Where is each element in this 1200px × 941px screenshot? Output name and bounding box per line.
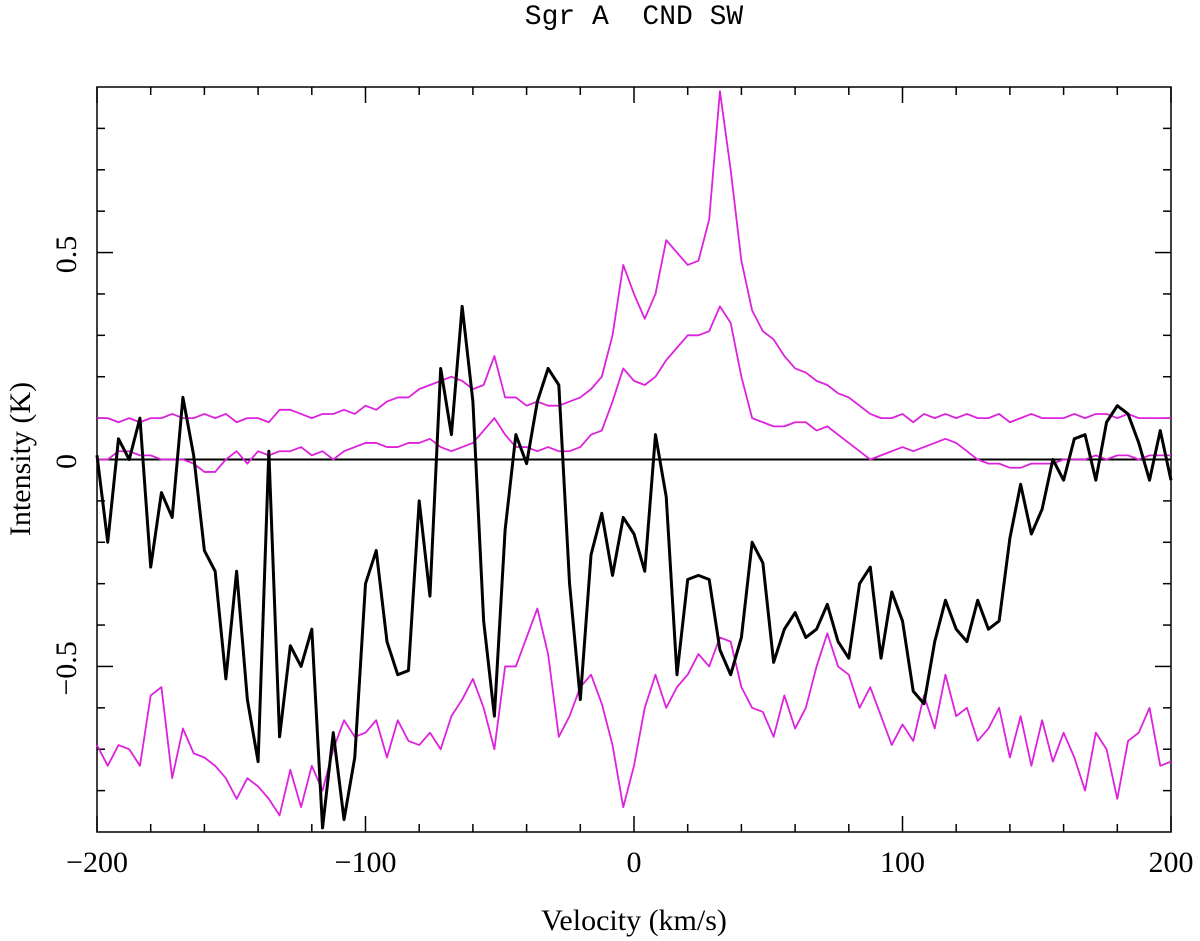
- x-tick-label: 200: [1149, 846, 1194, 879]
- y-axis-label: Intensity (K): [4, 382, 37, 536]
- chart-title: Sgr A CND SW: [525, 2, 744, 33]
- y-tick-label: −0.5: [50, 641, 83, 695]
- x-tick-label: −200: [66, 846, 128, 879]
- data-line: [96, 607, 1172, 817]
- x-tick-label: 0: [627, 846, 642, 879]
- y-tick-label: 0: [50, 454, 83, 469]
- y-tick-label: 0.5: [50, 236, 83, 273]
- data-line: [95, 304, 1173, 830]
- x-tick-label: −100: [335, 846, 397, 879]
- data-line: [97, 90, 1171, 424]
- x-tick-label: 100: [880, 846, 925, 879]
- data-line: [97, 305, 1171, 473]
- x-axis-label: Velocity (km/s): [541, 904, 727, 937]
